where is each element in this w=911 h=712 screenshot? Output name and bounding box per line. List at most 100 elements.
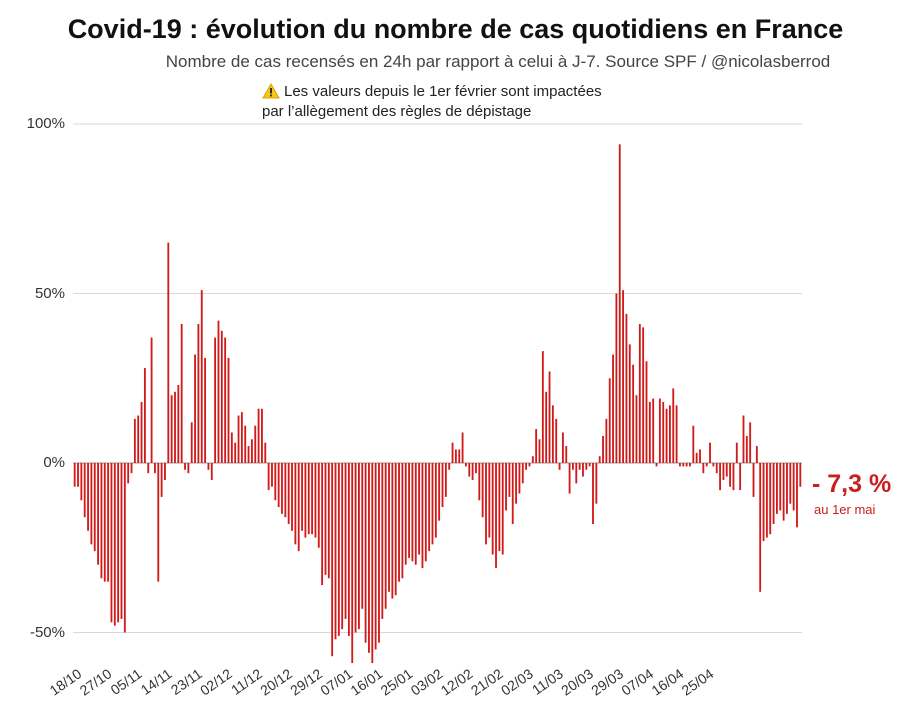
bar — [505, 463, 507, 511]
bar — [351, 463, 354, 664]
bar — [491, 463, 494, 555]
bar — [77, 463, 79, 487]
bar — [281, 463, 283, 514]
bar — [314, 463, 317, 538]
bar — [749, 422, 752, 463]
bar — [658, 398, 661, 463]
bar — [250, 439, 253, 463]
bar — [133, 418, 136, 463]
bar — [568, 463, 571, 494]
bar — [702, 463, 705, 474]
bar — [682, 463, 685, 467]
bar — [227, 357, 230, 463]
bar — [167, 242, 170, 463]
bar — [431, 463, 434, 545]
bar — [277, 463, 280, 508]
note-text-1: Les valeurs depuis le 1er février sont i… — [284, 83, 602, 100]
bar — [307, 463, 310, 535]
bar — [441, 463, 444, 508]
bar — [80, 463, 83, 501]
bar — [160, 463, 163, 497]
bar — [458, 449, 461, 463]
bar — [692, 425, 695, 463]
bar — [110, 463, 113, 623]
bar — [709, 442, 711, 463]
bar — [789, 463, 792, 504]
bar — [471, 463, 474, 480]
chart-subtitle: Nombre de cas recensés en 24h par rappor… — [165, 52, 831, 71]
bar — [217, 320, 220, 463]
y-tick-label: 100% — [26, 115, 65, 132]
bar — [582, 463, 584, 477]
bar — [324, 463, 327, 575]
x-tick-label: 29/12 — [287, 665, 325, 698]
bar — [662, 401, 665, 463]
bar — [207, 463, 210, 470]
bar — [234, 442, 237, 463]
bar — [368, 463, 370, 653]
bar — [311, 463, 314, 535]
bar — [224, 337, 227, 463]
bar — [585, 463, 588, 470]
bar — [796, 463, 798, 528]
bar — [97, 463, 99, 565]
bar — [137, 415, 140, 463]
bar — [254, 425, 257, 463]
bar — [735, 442, 738, 463]
x-tick-label: 27/10 — [77, 665, 115, 698]
x-tick-label: 16/01 — [347, 665, 385, 698]
bar — [689, 463, 691, 467]
bar — [291, 463, 293, 531]
bar — [598, 456, 601, 463]
bar — [461, 432, 464, 463]
bar — [528, 463, 531, 467]
latest-value-date: au 1er mai — [814, 502, 876, 517]
bar — [575, 463, 578, 484]
bar — [157, 463, 160, 582]
bar — [294, 463, 297, 545]
bar — [638, 324, 641, 463]
bar — [107, 463, 110, 582]
x-tick-label: 16/04 — [648, 665, 686, 698]
bar — [143, 368, 146, 463]
bar — [264, 442, 267, 463]
note-text-2: par l’allègement des règles de dépistage — [262, 103, 532, 120]
bar — [535, 429, 538, 463]
bar — [786, 463, 788, 514]
bar — [595, 463, 598, 504]
bar — [284, 463, 287, 518]
bar — [388, 463, 390, 592]
bar — [154, 463, 156, 474]
bar — [150, 337, 153, 463]
bar — [170, 395, 173, 463]
bar — [498, 463, 501, 552]
bar — [645, 361, 648, 463]
bar — [762, 463, 765, 541]
bar — [508, 463, 511, 497]
bar — [230, 432, 233, 463]
bar — [475, 463, 477, 474]
bar — [628, 344, 631, 463]
bar — [605, 418, 608, 463]
bar — [732, 463, 735, 491]
bar — [465, 463, 467, 467]
bar — [642, 327, 645, 463]
bar — [725, 463, 728, 477]
bar — [257, 408, 260, 463]
bar — [622, 290, 625, 463]
x-tick-label: 11/03 — [529, 665, 566, 698]
bar — [541, 351, 544, 463]
bar — [745, 435, 748, 463]
bar — [210, 463, 213, 480]
bar — [100, 463, 103, 579]
bar — [515, 463, 518, 504]
bar — [197, 324, 200, 463]
bar — [93, 463, 96, 552]
bar — [561, 432, 564, 463]
bar — [83, 463, 86, 518]
bar — [481, 463, 484, 518]
bar — [478, 463, 481, 501]
x-tick-label: 07/01 — [317, 665, 355, 698]
x-axis-tick-labels: 18/1027/1005/1114/1123/1102/1211/1220/12… — [47, 665, 717, 698]
bar — [140, 401, 143, 463]
